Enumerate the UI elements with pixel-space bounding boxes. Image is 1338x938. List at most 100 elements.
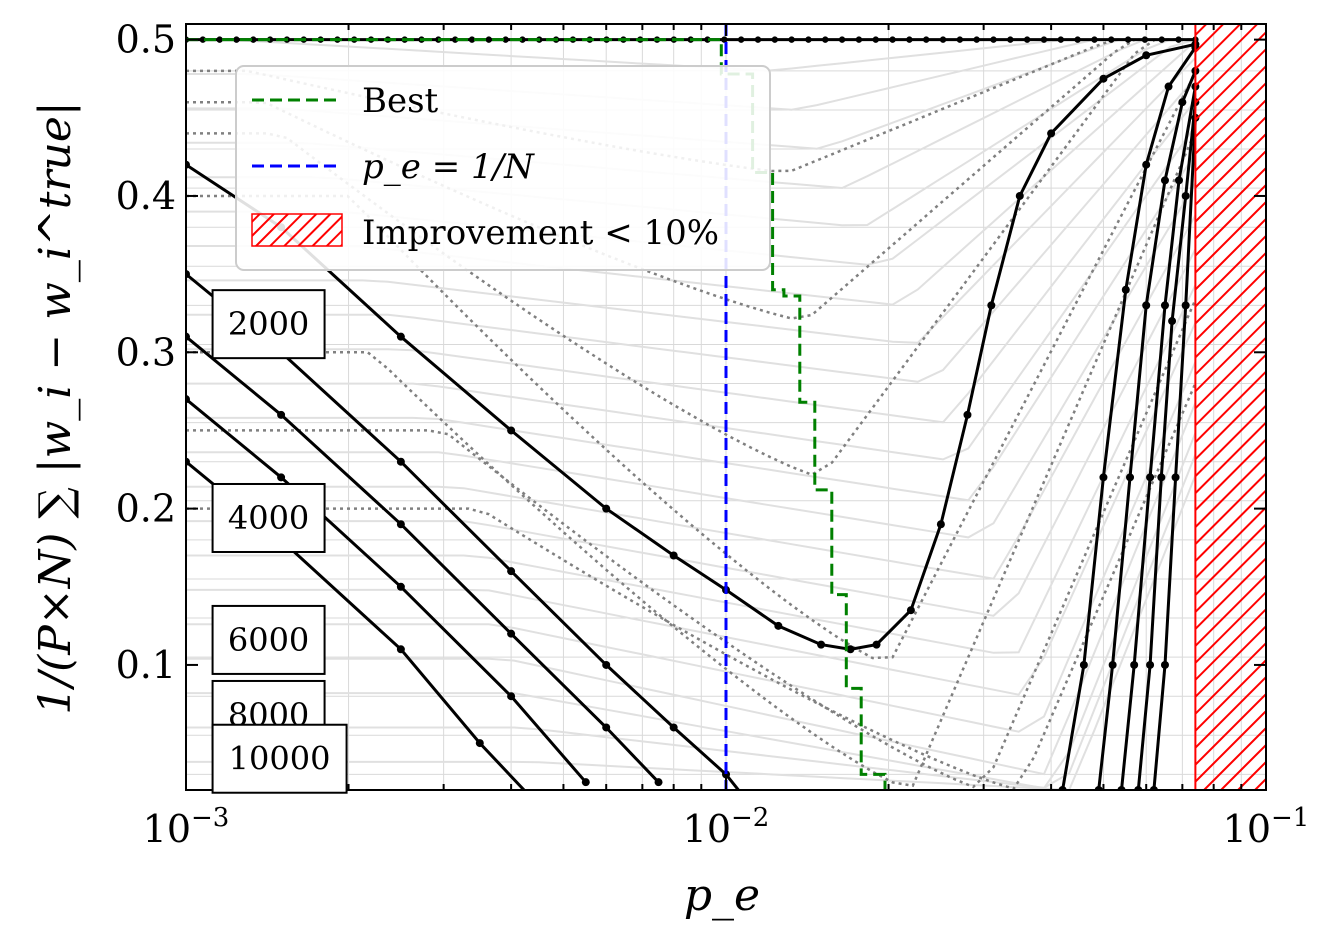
y-tick-label: 0.2 xyxy=(116,487,176,531)
series-top-marker xyxy=(233,36,240,43)
series-top-marker xyxy=(1040,36,1048,43)
series-top-marker xyxy=(771,36,779,43)
faint-curve xyxy=(186,57,1197,344)
x-tick-label: 10−2 xyxy=(683,803,770,851)
y-tick-label: 0.1 xyxy=(116,643,176,687)
series-marker-4000 xyxy=(722,770,730,779)
faint-curve xyxy=(186,77,1197,383)
series-marker-8000 xyxy=(581,778,590,787)
series-top-marker xyxy=(990,36,997,43)
series-top-marker xyxy=(872,36,879,43)
series-marker-2000 xyxy=(906,606,915,615)
rising-marker-3 xyxy=(1181,191,1190,200)
series-line-6000 xyxy=(186,335,660,784)
series-top-marker xyxy=(889,36,896,43)
legend-label-best: Best xyxy=(362,81,439,121)
series-top-marker xyxy=(1091,36,1098,43)
faint-curve xyxy=(186,125,1197,461)
series-marker-2000 xyxy=(817,640,826,649)
series-line-2000 xyxy=(186,42,1196,651)
series-marker-2000 xyxy=(936,520,945,529)
series-marker-2000 xyxy=(1015,191,1024,200)
series-marker-6000 xyxy=(507,629,516,638)
n-box-label-4000: 4000 xyxy=(228,499,309,537)
series-marker-8000 xyxy=(396,582,405,591)
series-top-marker xyxy=(199,36,207,43)
rising-marker-2 xyxy=(1160,301,1169,310)
series-top-marker xyxy=(906,36,913,43)
dotted-curve xyxy=(186,130,1197,788)
series-marker-10000 xyxy=(475,739,484,748)
series-marker-2000 xyxy=(507,426,516,435)
series-marker-2000 xyxy=(987,301,996,310)
n-box-2000 xyxy=(211,289,326,360)
series-top-marker xyxy=(704,36,711,43)
rising-marker-2 xyxy=(1130,660,1139,669)
series-top-marker xyxy=(1108,36,1115,43)
rising-marker-2 xyxy=(1146,473,1155,482)
series-top-marker xyxy=(1023,36,1031,43)
rising-line-2 xyxy=(1120,86,1197,790)
legend-label-vline: p_e = 1/N xyxy=(362,147,535,187)
series-top-marker xyxy=(1057,36,1065,43)
series-marker-4000 xyxy=(669,723,678,732)
series-marker-8000 xyxy=(277,473,286,482)
y-tick-label: 0.3 xyxy=(116,330,176,374)
axis-ticks xyxy=(185,24,1267,790)
series-top-marker xyxy=(956,36,964,43)
series-top-marker xyxy=(721,36,728,43)
series-top-marker xyxy=(805,36,812,43)
y-tick-label: 0.5 xyxy=(116,18,176,62)
n-box-10000 xyxy=(211,723,348,794)
rising-marker-1 xyxy=(1126,473,1135,482)
series-top-marker xyxy=(502,36,509,43)
series-top-marker xyxy=(1175,36,1182,43)
series-marker-2000 xyxy=(774,621,783,630)
n-box-label-2000: 2000 xyxy=(228,305,309,343)
x-tick-labels: 10−3 10−2 10−1 xyxy=(143,803,1310,851)
series-marker-6000 xyxy=(602,723,611,732)
series-top-marker xyxy=(1141,36,1149,43)
rising-marker-3 xyxy=(1157,473,1166,482)
series-marker-8000 xyxy=(507,692,516,701)
legend-swatch-hatch xyxy=(251,213,343,247)
x-tick-label: 10−1 xyxy=(1223,803,1310,851)
y-tick-label: 0.4 xyxy=(116,174,176,218)
rising-marker-0 xyxy=(1121,285,1130,294)
rising-marker-1 xyxy=(1142,301,1151,310)
rising-marker-3 xyxy=(1168,317,1177,326)
series-marker-4000 xyxy=(507,567,516,576)
dotted-curve xyxy=(186,299,1197,789)
legend: Best p_e = 1/N Improvement < 10% xyxy=(235,65,771,271)
series-top-marker xyxy=(451,36,459,43)
series-marker-2000 xyxy=(963,410,972,419)
series-top-marker xyxy=(485,36,493,43)
series-marker-4000 xyxy=(396,457,405,466)
faint-curve xyxy=(186,474,1197,790)
hatch-region xyxy=(1194,23,1267,791)
series-top-marker xyxy=(788,36,795,43)
rising-line-3 xyxy=(1136,102,1197,790)
series-marker-2000 xyxy=(1099,74,1108,83)
series-top-marker xyxy=(923,36,930,43)
n-box-6000 xyxy=(211,604,326,675)
rising-marker-0 xyxy=(1079,660,1088,669)
series-marker-2000 xyxy=(846,645,855,654)
series-line-4000 xyxy=(186,272,741,790)
y-tick-labels: 0.1 0.2 0.3 0.4 0.5 xyxy=(116,18,176,687)
dotted-curve xyxy=(186,382,1197,790)
series-marker-6000 xyxy=(396,520,405,529)
rising-marker-3 xyxy=(1146,660,1155,669)
faint-curve xyxy=(186,284,1197,654)
rising-marker-1 xyxy=(1178,98,1187,107)
series-top-marker xyxy=(250,36,257,43)
series-marker-4000 xyxy=(602,660,611,669)
y-axis-title: 1/(P×N) ∑ |w_i − w_i^true| xyxy=(30,101,81,714)
series-top-marker xyxy=(1074,36,1081,43)
n-box-label-10000: 10000 xyxy=(229,740,331,778)
n-box-label-6000: 6000 xyxy=(228,621,309,659)
series-top-marker xyxy=(1124,36,1132,43)
series-top-marker xyxy=(519,36,526,43)
